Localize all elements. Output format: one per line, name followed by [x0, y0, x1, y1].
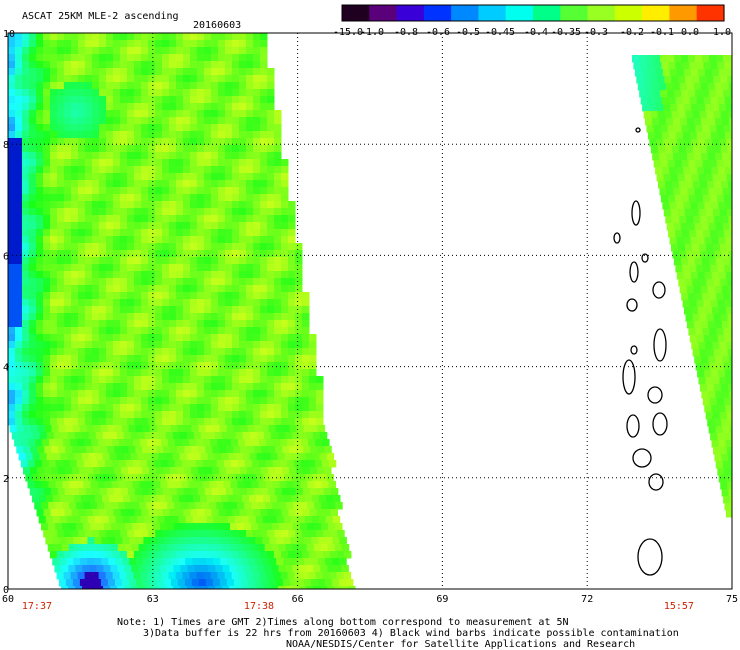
y-tick-label: 6 [3, 251, 9, 262]
island-outline [648, 473, 664, 491]
colorbar-segment [614, 5, 643, 21]
island-outline [635, 127, 641, 133]
colorbar-segment [533, 5, 561, 21]
island-outline [652, 412, 668, 436]
island-outline [653, 328, 667, 362]
colorbar-segment [423, 5, 452, 21]
axis-ticks: 60 63 66 69 72 75 0 2 4 6 8 10 17:37 17:38 15:57 [2, 29, 738, 612]
y-tick-label: 4 [3, 363, 9, 374]
colorbar-label: -1.0 [359, 27, 385, 38]
island-outline [622, 359, 636, 395]
island-outline [629, 261, 639, 283]
island-outline [630, 345, 638, 355]
colorbar-segment [642, 5, 671, 21]
island-outline [641, 253, 649, 263]
colorbar-segment [396, 5, 425, 21]
colorbar-segment [451, 5, 480, 21]
island-outline [626, 414, 640, 438]
swath-layer [8, 33, 732, 589]
note-line-1: Note: 1) Times are GMT 2)Times along bot… [117, 617, 569, 628]
colorbar-label: -0.4 [523, 27, 549, 38]
y-tick-label: 0 [3, 585, 9, 596]
island-outlines [613, 127, 668, 576]
island-outline [652, 281, 666, 299]
colorbar-label: -0.8 [393, 27, 419, 38]
island-outline [631, 200, 641, 226]
time-label: 15:57 [664, 601, 694, 612]
island-outline [632, 448, 652, 468]
colorbar [341, 4, 725, 22]
colorbar-segment [342, 5, 370, 21]
plot-frame [7, 32, 733, 590]
y-tick-label: 8 [3, 140, 9, 151]
colorbar-label: -0.6 [425, 27, 451, 38]
note-line-2: 3)Data buffer is 22 hrs from 20160603 4)… [143, 628, 679, 639]
y-tick-label: 10 [3, 29, 15, 40]
grid-lines [8, 33, 732, 589]
colorbar-segment [560, 5, 589, 21]
y-tick-label: 2 [3, 474, 9, 485]
chart-title: ASCAT 25KM MLE-2 ascending [22, 11, 179, 22]
colorbar-label: -0.2 [619, 27, 645, 38]
colorbar-segment [587, 5, 616, 21]
colorbar-label: 1.0 [712, 27, 732, 38]
x-tick-label: 69 [436, 594, 448, 605]
island-outline [626, 298, 638, 312]
colorbar-segment [369, 5, 398, 21]
chart-date: 20160603 [193, 20, 242, 31]
colorbar-label: -0.35 [550, 27, 582, 38]
colorbar-label: 0.0 [680, 27, 700, 38]
colorbar-segment [696, 5, 725, 21]
x-tick-label: 66 [292, 594, 304, 605]
colorbar-label: -0.1 [649, 27, 675, 38]
colorbar-label: -0.3 [583, 27, 609, 38]
x-tick-label: 75 [726, 594, 738, 605]
x-tick-label: 63 [147, 594, 159, 605]
note-line-3: NOAA/NESDIS/Center for Satellite Applica… [286, 639, 636, 650]
colorbar-label: -0.45 [484, 27, 516, 38]
island-outline [647, 386, 663, 404]
colorbar-segment [478, 5, 507, 21]
colorbar-label: -15.0 [332, 27, 364, 38]
island-outline [637, 538, 663, 576]
x-tick-label: 72 [581, 594, 593, 605]
colorbar-segment [505, 5, 534, 21]
time-label: 17:38 [244, 601, 274, 612]
colorbar-label: -0.5 [455, 27, 481, 38]
x-tick-label: 60 [2, 594, 14, 605]
island-outline [613, 232, 621, 244]
time-label: 17:37 [22, 601, 52, 612]
colorbar-segment [669, 5, 698, 21]
colorbar-frame [341, 4, 725, 22]
